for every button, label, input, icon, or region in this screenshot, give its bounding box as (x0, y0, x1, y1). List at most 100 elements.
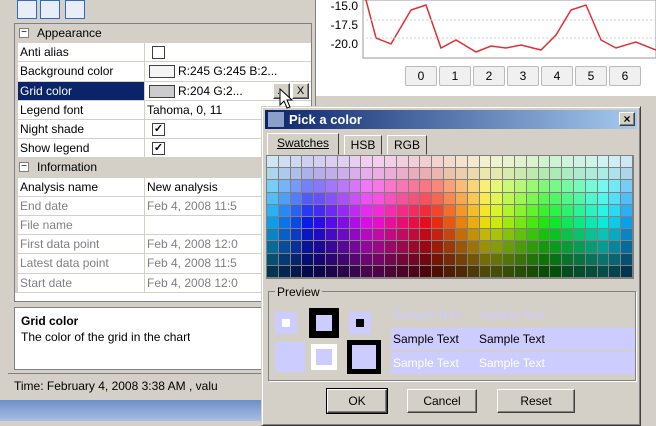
swatch-cell[interactable] (526, 156, 538, 168)
swatch-cell[interactable] (526, 265, 538, 277)
swatch-cell[interactable] (526, 168, 538, 180)
swatch-cell[interactable] (491, 192, 503, 204)
swatch-cell[interactable] (479, 204, 491, 216)
tab[interactable]: RGB (387, 135, 427, 155)
swatch-cell[interactable] (302, 204, 314, 216)
swatch-cell[interactable] (550, 204, 562, 216)
swatch-cell[interactable] (267, 229, 278, 241)
swatch-cell[interactable] (479, 192, 491, 204)
swatch-cell[interactable] (302, 241, 314, 253)
swatch-cell[interactable] (314, 265, 326, 277)
swatch-cell[interactable] (444, 229, 455, 241)
swatch-cell[interactable] (314, 253, 326, 265)
swatch-cell[interactable] (514, 192, 526, 204)
property-value[interactable]: Feb 4, 2008 12:0 (147, 275, 238, 290)
swatch-cell[interactable] (514, 265, 526, 277)
dialog-button[interactable]: Reset (497, 389, 575, 413)
swatch-cell[interactable] (491, 253, 503, 265)
swatch-cell[interactable] (491, 156, 503, 168)
swatch-cell[interactable] (503, 229, 514, 241)
swatch-cell[interactable] (385, 265, 396, 277)
swatch-cell[interactable] (361, 253, 373, 265)
swatch-cell[interactable] (444, 217, 455, 229)
swatch-cell[interactable] (408, 168, 420, 180)
swatch-cell[interactable] (278, 204, 290, 216)
swatch-cell[interactable] (267, 180, 278, 192)
swatch-cell[interactable] (349, 192, 361, 204)
property-name[interactable]: Legend font (20, 102, 84, 117)
swatch-cell[interactable] (349, 168, 361, 180)
property-name[interactable]: Start date (20, 275, 73, 290)
swatch-cell[interactable] (337, 168, 349, 180)
swatch-cell[interactable] (385, 253, 396, 265)
swatch-cell[interactable] (396, 168, 408, 180)
swatch-cell[interactable] (621, 265, 632, 277)
swatch-cell[interactable] (609, 204, 621, 216)
swatch-cell[interactable] (479, 168, 491, 180)
swatch-cell[interactable] (373, 204, 385, 216)
swatch-cell[interactable] (585, 229, 597, 241)
swatch-cell[interactable] (514, 204, 526, 216)
swatch-cell[interactable] (337, 241, 349, 253)
swatch-cell[interactable] (432, 168, 444, 180)
swatch-cell[interactable] (314, 217, 326, 229)
swatch-cell[interactable] (326, 156, 337, 168)
swatch-cell[interactable] (420, 156, 432, 168)
swatch-cell[interactable] (444, 192, 455, 204)
swatch-cell[interactable] (408, 192, 420, 204)
swatch-cell[interactable] (573, 204, 585, 216)
swatch-cell[interactable] (562, 217, 573, 229)
swatch-cell[interactable] (326, 204, 337, 216)
swatch-cell[interactable] (326, 192, 337, 204)
swatch-cell[interactable] (267, 192, 278, 204)
swatch-cell[interactable] (420, 180, 432, 192)
swatch-cell[interactable] (491, 168, 503, 180)
swatch-cell[interactable] (337, 217, 349, 229)
swatch-cell[interactable] (514, 168, 526, 180)
swatch-cell[interactable] (444, 265, 455, 277)
swatch-cell[interactable] (597, 253, 609, 265)
close-button[interactable]: × (619, 112, 635, 126)
swatch-cell[interactable] (361, 192, 373, 204)
swatch-cell[interactable] (609, 180, 621, 192)
swatch-cell[interactable] (267, 204, 278, 216)
swatch-cell[interactable] (514, 253, 526, 265)
swatch-cell[interactable] (491, 229, 503, 241)
toolbar-button[interactable] (40, 0, 60, 19)
swatch-cell[interactable] (621, 229, 632, 241)
swatch-cell[interactable] (597, 204, 609, 216)
swatch-cell[interactable] (491, 180, 503, 192)
property-value[interactable]: R:204 G:2... (178, 83, 243, 98)
swatch-cell[interactable] (385, 217, 396, 229)
swatch-cell[interactable] (597, 217, 609, 229)
swatch-cell[interactable] (290, 265, 302, 277)
property-name[interactable]: First data point (20, 237, 100, 252)
swatch-cell[interactable] (290, 217, 302, 229)
swatch-cell[interactable] (550, 156, 562, 168)
swatch-cell[interactable] (444, 180, 455, 192)
swatch-cell[interactable] (585, 241, 597, 253)
swatch-cell[interactable] (550, 265, 562, 277)
swatch-cell[interactable] (349, 204, 361, 216)
swatch-cell[interactable] (302, 168, 314, 180)
swatch-cell[interactable] (573, 192, 585, 204)
swatch-cell[interactable] (373, 192, 385, 204)
swatch-cell[interactable] (455, 217, 467, 229)
swatch-cell[interactable] (526, 180, 538, 192)
swatch-cell[interactable] (349, 253, 361, 265)
swatch-cell[interactable] (385, 180, 396, 192)
tab[interactable]: HSB (344, 135, 382, 155)
swatch-cell[interactable] (514, 241, 526, 253)
swatch-cell[interactable] (385, 204, 396, 216)
swatch-cell[interactable] (278, 192, 290, 204)
swatch-cell[interactable] (455, 241, 467, 253)
swatch-cell[interactable] (420, 168, 432, 180)
swatch-cell[interactable] (278, 180, 290, 192)
swatch-cell[interactable] (420, 192, 432, 204)
swatch-cell[interactable] (562, 265, 573, 277)
swatch-cell[interactable] (467, 217, 479, 229)
swatch-cell[interactable] (396, 229, 408, 241)
swatch-cell[interactable] (408, 156, 420, 168)
swatch-cell[interactable] (302, 265, 314, 277)
toolbar-button[interactable] (65, 0, 85, 19)
